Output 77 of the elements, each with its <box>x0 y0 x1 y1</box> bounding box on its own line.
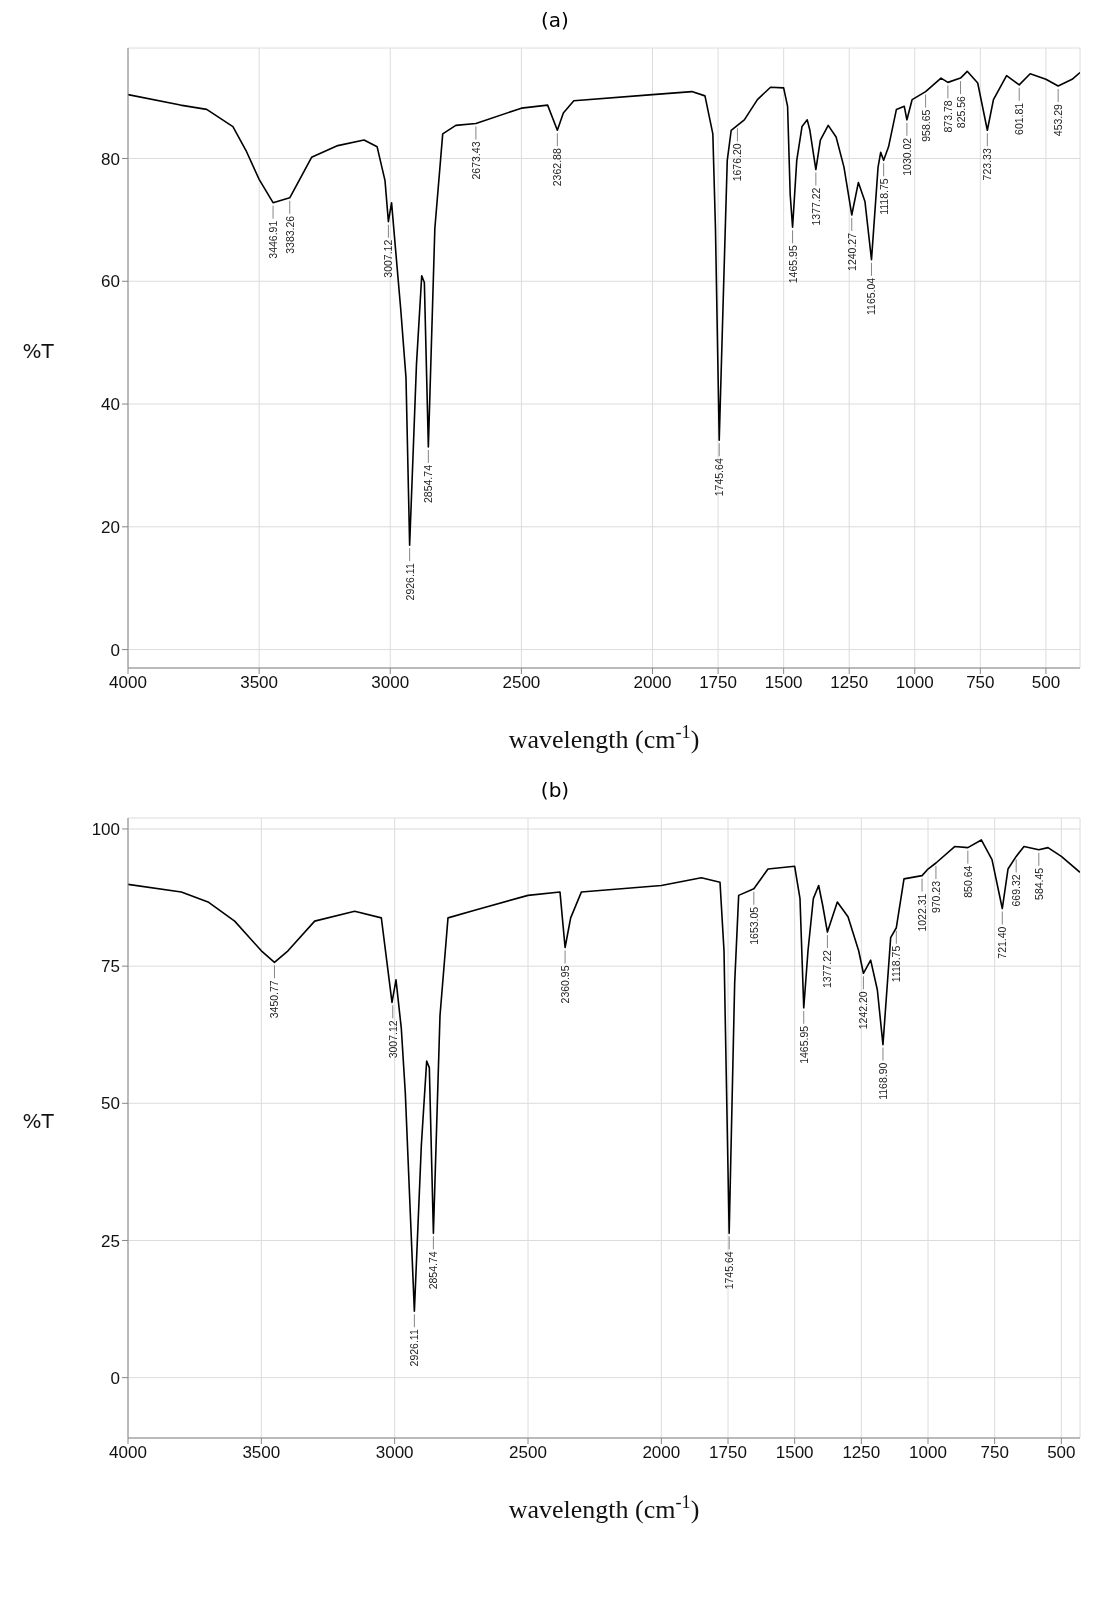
annotation: 723.33 <box>981 148 994 181</box>
annotation: 721.40 <box>996 926 1009 959</box>
annotation: 1022.31 <box>916 893 929 932</box>
y-tick-label: 40 <box>101 395 120 415</box>
annotation: 3007.12 <box>382 239 395 278</box>
annotation: 873.78 <box>941 100 954 133</box>
x-tick-label: 1250 <box>830 673 869 693</box>
annotation: 958.65 <box>919 109 932 142</box>
x-tick-label: 500 <box>1047 1443 1076 1463</box>
x-tick-label: 1500 <box>764 673 803 693</box>
annotation: 3450.77 <box>268 980 281 1019</box>
y-tick-label: 75 <box>101 957 120 977</box>
annotation: 3007.12 <box>386 1020 399 1059</box>
annotation: 1676.20 <box>731 143 744 182</box>
x-tick-label: 1750 <box>699 673 737 693</box>
annotation: 1377.22 <box>809 187 822 226</box>
annotation: 2926.11 <box>408 1329 421 1367</box>
annotation: 2854.74 <box>427 1251 440 1290</box>
annotation: 2926.11 <box>403 563 416 601</box>
y-tick-label: 50 <box>101 1094 120 1114</box>
x-axis-title: wavelength (cm$^{-1}$) <box>508 1492 700 1524</box>
chart-title: (a) <box>540 8 570 34</box>
x-tick-label: 1000 <box>895 673 934 693</box>
x-tick-label: 3000 <box>371 673 410 693</box>
x-tick-label: 750 <box>980 1443 1009 1463</box>
annotation: 850.64 <box>961 865 974 898</box>
annotation: 601.81 <box>1013 102 1026 135</box>
annotation: 1465.95 <box>797 1025 810 1064</box>
annotation: 3446.91 <box>267 220 280 259</box>
x-tick-label: 3500 <box>242 1443 281 1463</box>
x-tick-label: 1000 <box>909 1443 947 1463</box>
x-tick-label: 4000 <box>109 673 147 693</box>
y-tick-label: 20 <box>101 517 120 537</box>
y-tick-label: 80 <box>101 149 120 169</box>
y-tick-label: 0 <box>110 1368 120 1388</box>
x-tick-label: 1750 <box>709 1443 747 1463</box>
y-tick-label: 0 <box>110 640 120 660</box>
x-tick-label: 2000 <box>642 1443 681 1463</box>
annotation: 1653.05 <box>747 906 760 945</box>
annotation: 2854.74 <box>422 464 435 503</box>
x-tick-label: 3000 <box>375 1443 414 1463</box>
y-tick-label: 25 <box>101 1231 120 1251</box>
annotation: 1377.22 <box>821 949 834 989</box>
annotation: 1465.95 <box>786 245 799 284</box>
annotation: 1165.04 <box>865 277 878 315</box>
annotation: 584.45 <box>1032 867 1045 900</box>
x-tick-label: 4000 <box>109 1443 147 1463</box>
annotation: 1242.20 <box>857 991 870 1030</box>
x-tick-label: 500 <box>1031 673 1061 693</box>
annotation: 2362.88 <box>551 148 564 187</box>
x-tick-label: 2500 <box>502 673 541 693</box>
annotation: 3383.26 <box>283 215 296 254</box>
annotation: 1240.27 <box>845 232 858 271</box>
x-tick-label: 2000 <box>633 673 672 693</box>
x-axis-title: wavelength (cm$^{-1}$) <box>508 722 700 754</box>
x-tick-label: 2500 <box>509 1443 547 1463</box>
annotation: 2360.95 <box>559 965 572 1004</box>
annotation: 1118.75 <box>890 945 903 983</box>
x-tick-label: 750 <box>966 673 995 693</box>
annotation: 669.32 <box>1010 874 1023 907</box>
annotation: 1745.64 <box>723 1251 736 1290</box>
y-axis-title: %T <box>22 339 55 363</box>
annotation: 1030.02 <box>900 137 913 176</box>
y-axis-title: %T <box>22 1109 55 1133</box>
annotation: 970.23 <box>929 880 942 914</box>
annotation: 1118.75 <box>877 178 890 215</box>
annotation: 453.29 <box>1052 103 1065 137</box>
annotation: 825.56 <box>954 95 967 129</box>
annotation: 1168.90 <box>876 1062 889 1100</box>
annotation: 2673.43 <box>469 141 482 180</box>
x-tick-label: 1500 <box>775 1443 814 1463</box>
y-tick-label: 60 <box>101 272 120 292</box>
y-tick-label: 100 <box>91 820 120 840</box>
chart-title: (b) <box>539 778 571 804</box>
x-tick-label: 1250 <box>842 1443 881 1463</box>
x-tick-label: 3500 <box>240 673 279 693</box>
annotation: 1745.64 <box>713 458 726 497</box>
